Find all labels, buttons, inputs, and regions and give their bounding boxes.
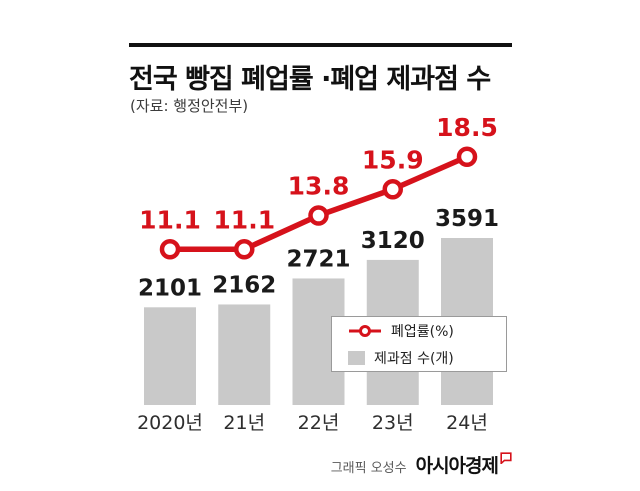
- legend-bar-label: 제과점 수(개): [374, 350, 454, 367]
- rate-marker: [159, 239, 181, 260]
- bar-value-label: 2101: [138, 275, 202, 301]
- rate-label: 15.9: [362, 145, 424, 174]
- page-title: 전국 빵집 폐업률 ·폐업 제과점 수: [129, 64, 491, 95]
- top-rule: [129, 43, 512, 47]
- graphic-credit: 그래픽 오성수: [330, 461, 407, 476]
- category-label: 2020년: [137, 412, 203, 434]
- rate-marker: [234, 239, 255, 260]
- bar-value-label: 2162: [212, 272, 276, 298]
- legend-row-bar: 제과점 수(개): [348, 348, 506, 368]
- brand-name: 아시아경제: [415, 455, 499, 477]
- category-label: 21년: [223, 412, 265, 434]
- rate-marker: [308, 205, 329, 226]
- category-label: 24년: [446, 412, 488, 434]
- line-legend-icon: [349, 324, 381, 337]
- rate-marker: [456, 146, 478, 167]
- bar-value-label: 3591: [435, 206, 499, 232]
- rate-label: 11.1: [213, 205, 275, 234]
- speech-bubble-icon: [500, 452, 512, 464]
- source-note: (자료: 행정안전부): [130, 97, 249, 115]
- bar: [144, 307, 196, 405]
- bar-value-label: 3120: [361, 228, 425, 254]
- brand-logo-text: 아시아경제: [416, 451, 512, 478]
- bar-legend-icon: [348, 350, 365, 365]
- bar: [218, 304, 271, 405]
- legend-line-label: 폐업률(%): [391, 323, 454, 340]
- category-label: 23년: [372, 412, 414, 434]
- rate-label: 11.1: [139, 205, 201, 234]
- rate-label: 13.8: [288, 172, 350, 201]
- rate-label: 18.5: [436, 113, 498, 142]
- footer: 그래픽 오성수 아시아경제: [331, 451, 512, 478]
- bar-value-label: 2721: [286, 246, 350, 272]
- legend-row-line: 폐업률(%): [348, 321, 506, 341]
- rate-marker: [382, 179, 403, 200]
- legend: 폐업률(%) 제과점 수(개): [331, 316, 507, 372]
- category-label: 22년: [298, 412, 340, 434]
